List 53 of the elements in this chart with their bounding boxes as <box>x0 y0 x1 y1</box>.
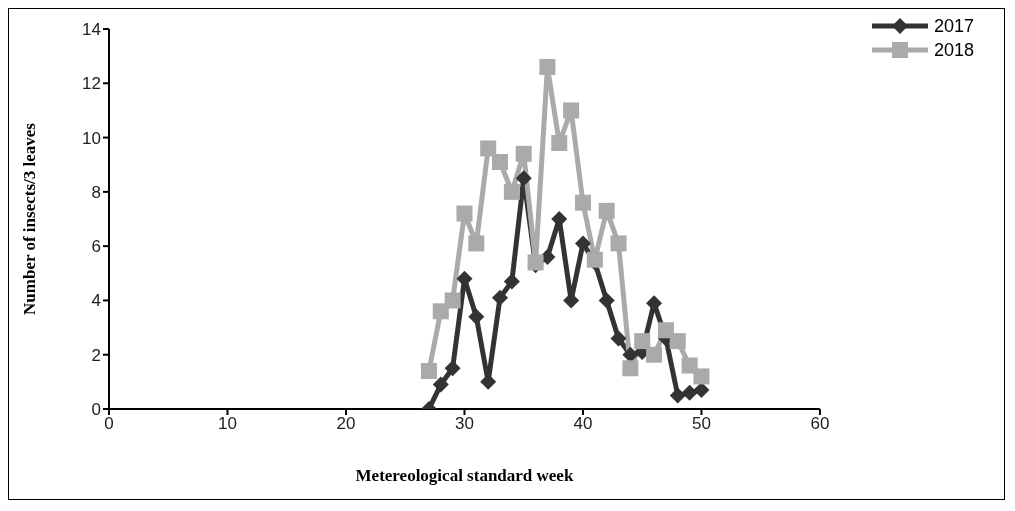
point <box>444 360 461 377</box>
x-tick-label: 50 <box>692 414 711 434</box>
point <box>539 59 556 75</box>
point <box>492 154 509 170</box>
point <box>574 235 591 252</box>
point <box>492 289 509 306</box>
point <box>515 170 532 187</box>
point <box>669 333 686 350</box>
point <box>622 360 639 377</box>
point <box>657 322 674 339</box>
point <box>693 382 710 398</box>
x-tick-label: 20 <box>336 414 356 434</box>
x-tick-label: 30 <box>455 414 474 434</box>
point <box>444 292 461 309</box>
y-tick-label: 0 <box>91 400 101 420</box>
point <box>681 384 698 401</box>
point <box>468 308 485 325</box>
point <box>598 202 615 219</box>
point <box>515 145 532 162</box>
point <box>503 183 520 200</box>
point <box>456 205 473 222</box>
point <box>646 346 663 363</box>
point <box>432 303 449 320</box>
point <box>574 194 591 211</box>
legend-label: 2018 <box>933 39 974 62</box>
y-tick-label: 2 <box>91 345 101 365</box>
y-axis-title: Number of insects/3 leaves <box>20 122 40 315</box>
point <box>610 330 627 347</box>
x-axis-title: Metereological standard week <box>355 466 574 486</box>
legend-label: 2017 <box>933 15 974 38</box>
point <box>598 292 615 309</box>
point <box>468 235 485 252</box>
x-tick-label: 40 <box>573 414 593 434</box>
point <box>693 368 710 385</box>
x-tick-label: 10 <box>218 414 237 434</box>
point <box>420 363 437 379</box>
y-tick-label: 8 <box>91 182 101 202</box>
x-tick-label: 60 <box>810 414 830 434</box>
point <box>563 102 580 119</box>
x-tick-label: 0 <box>104 414 114 434</box>
y-tick-label: 10 <box>82 128 101 148</box>
point <box>634 333 651 350</box>
point <box>480 140 497 157</box>
point <box>622 346 639 363</box>
point <box>610 235 627 252</box>
point <box>432 376 449 393</box>
y-tick-label: 14 <box>82 20 101 40</box>
point <box>669 387 686 404</box>
y-tick-label: 12 <box>82 74 101 94</box>
y-tick-label: 4 <box>91 291 101 311</box>
point <box>551 135 568 151</box>
y-tick-label: 6 <box>91 237 101 257</box>
point <box>503 273 520 290</box>
